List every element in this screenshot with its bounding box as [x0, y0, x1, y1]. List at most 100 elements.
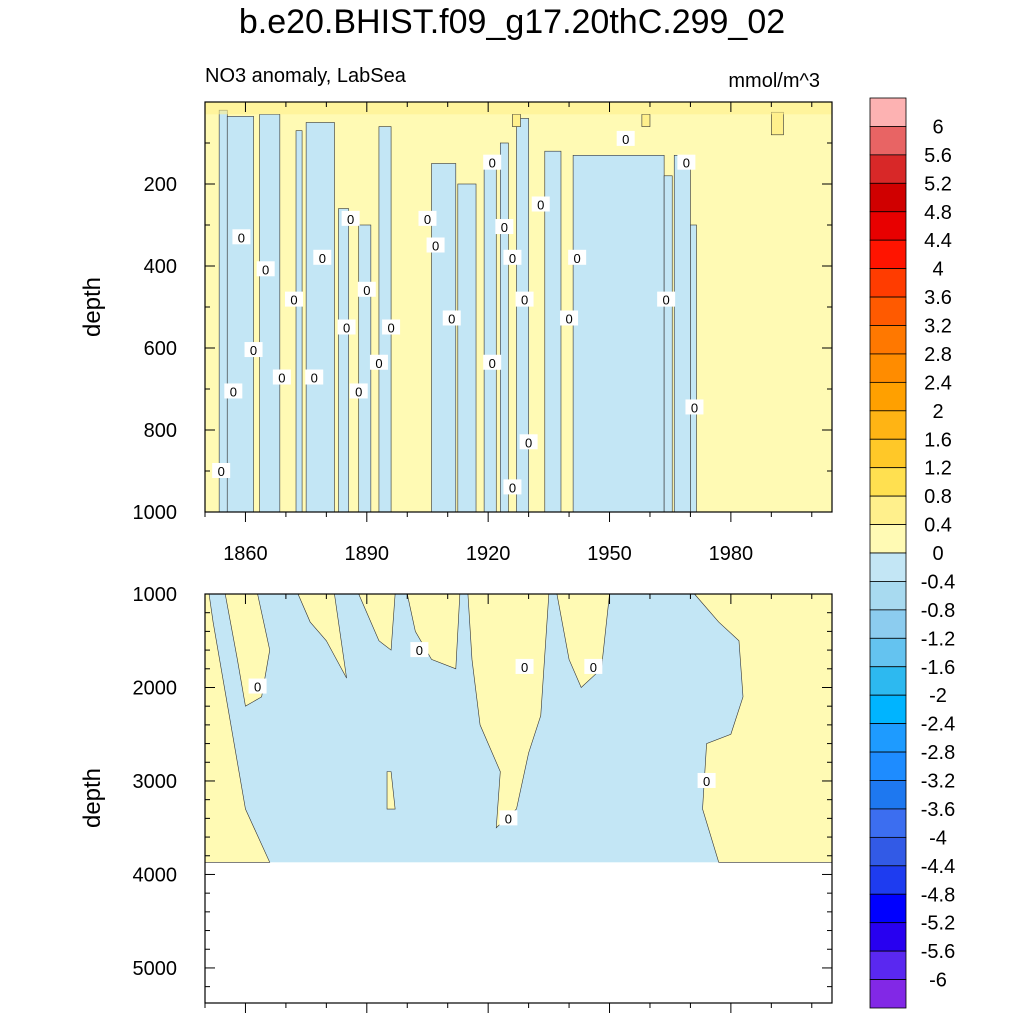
- contour-label-box: [232, 229, 251, 245]
- contour-label: 0: [424, 212, 431, 227]
- colorbar-label: 2.4: [924, 372, 952, 394]
- lower-y-tick-label: 5000: [133, 958, 178, 980]
- colorbar-swatch: [869, 325, 907, 355]
- contour-label-box: [560, 310, 579, 326]
- negative-anomaly-region: [690, 224, 697, 513]
- colorbar-swatch: [869, 723, 907, 753]
- colorbar-label: -0.4: [921, 571, 955, 593]
- contour-label-box: [503, 479, 522, 495]
- negative-anomaly-region: [358, 224, 372, 513]
- colorbar-label: 5.2: [924, 173, 952, 195]
- upper-y-tick-label: 1000: [133, 502, 178, 524]
- contour-label: 0: [347, 212, 354, 227]
- colorbar-swatch: [869, 808, 907, 838]
- colorbar-label: -2.8: [921, 742, 955, 764]
- colorbar-swatch: [869, 268, 907, 298]
- colorbar-label: 1.2: [924, 458, 952, 480]
- negative-anomaly-region: [673, 155, 691, 513]
- contour-label-box: [410, 642, 429, 658]
- colorbar-swatch: [869, 410, 907, 440]
- colorbar-swatch: [869, 780, 907, 810]
- positive-anomaly-region: [386, 771, 396, 810]
- contour-label-box: [224, 383, 243, 399]
- colorbar-label: -3.6: [921, 799, 955, 821]
- lower-y-axis-label: depth: [79, 768, 106, 828]
- upper-y-axis-label: depth: [79, 277, 106, 337]
- x-tick-label: 1980: [709, 543, 754, 565]
- lower-frame: [204, 593, 833, 1004]
- colorbar-swatch: [869, 97, 907, 127]
- strong-positive-anomaly-region: [641, 114, 651, 127]
- contour-label-box: [685, 399, 704, 415]
- contour-label: 0: [250, 343, 257, 358]
- positive-anomaly-region: [204, 593, 271, 863]
- colorbar-label: 3.6: [924, 287, 952, 309]
- contour-label-box: [616, 130, 635, 146]
- contour-label: 0: [387, 321, 394, 336]
- negative-anomaly-region: [295, 130, 303, 513]
- colorbar-swatch: [869, 637, 907, 668]
- upper-y-tick-label: 600: [144, 338, 177, 360]
- colorbar-label: -0.8: [921, 600, 955, 622]
- contour-label-box: [677, 154, 696, 170]
- upper-y-tick-label: 200: [144, 174, 177, 196]
- contour-label: 0: [375, 356, 382, 371]
- negative-anomaly-region: [378, 126, 392, 513]
- contour-label: 0: [262, 262, 269, 277]
- colorbar-label: -4.4: [921, 856, 955, 878]
- contour-label: 0: [432, 239, 439, 254]
- chart-subtitle-left: NO3 anomaly, LabSea: [205, 65, 407, 87]
- lower-y-tick-label: 1000: [133, 584, 178, 606]
- colorbar-label: 4: [932, 259, 943, 281]
- colorbar-label: 4.8: [924, 202, 952, 224]
- negative-anomaly-region: [516, 118, 529, 513]
- colorbar-label: 0: [932, 543, 943, 565]
- contour-label: 0: [355, 384, 362, 399]
- contour-label: 0: [590, 660, 597, 675]
- contour-label: 0: [691, 400, 698, 415]
- colorbar-label: -5.6: [921, 941, 955, 963]
- colorbar-swatch: [869, 381, 907, 412]
- colorbar-label: -4: [929, 827, 947, 849]
- contour-label: 0: [622, 132, 629, 147]
- colorbar-swatch: [869, 950, 907, 980]
- contour-label-box: [426, 237, 445, 253]
- contour-label-box: [357, 281, 376, 297]
- negative-anomaly-region: [218, 109, 228, 513]
- contour-label: 0: [509, 251, 516, 266]
- contour-label-box: [349, 383, 368, 399]
- surface-positive-strip: [205, 102, 832, 115]
- contour-label: 0: [218, 464, 225, 479]
- contour-label: 0: [521, 660, 528, 675]
- contour-label: 0: [509, 480, 516, 495]
- contour-label: 0: [574, 251, 581, 266]
- negative-anomaly-region: [483, 167, 497, 513]
- contour-label-box: [697, 772, 716, 788]
- lower-y-tick-label: 2000: [133, 677, 178, 699]
- colorbar-swatch: [869, 865, 907, 895]
- contour-label: 0: [501, 220, 508, 235]
- colorbar-swatch: [869, 211, 907, 241]
- colorbar-label: -1.2: [921, 628, 955, 650]
- colorbar-label: 4.4: [924, 230, 952, 252]
- contour-label-box: [382, 319, 401, 335]
- contour-label: 0: [489, 156, 496, 171]
- contour-label-box: [503, 249, 522, 265]
- negative-anomaly-region: [305, 122, 335, 513]
- colorbar-label: 1.6: [924, 429, 952, 451]
- contour-label: 0: [230, 384, 237, 399]
- colorbar-swatch: [869, 154, 907, 184]
- colorbar-swatch: [869, 552, 907, 582]
- colorbar-swatch: [869, 581, 907, 611]
- contour-label-box: [418, 210, 437, 226]
- contour-label-box: [244, 342, 263, 358]
- chart-units: mmol/m^3: [728, 70, 820, 92]
- contour-label: 0: [521, 293, 528, 308]
- contour-label: 0: [238, 230, 245, 245]
- negative-anomaly-region: [457, 183, 477, 513]
- strong-positive-anomaly-region: [512, 114, 521, 127]
- contour-label-box: [568, 249, 587, 265]
- x-tick-label: 1890: [345, 543, 390, 565]
- contour-label-box: [519, 434, 538, 450]
- contour-label-box: [499, 810, 518, 826]
